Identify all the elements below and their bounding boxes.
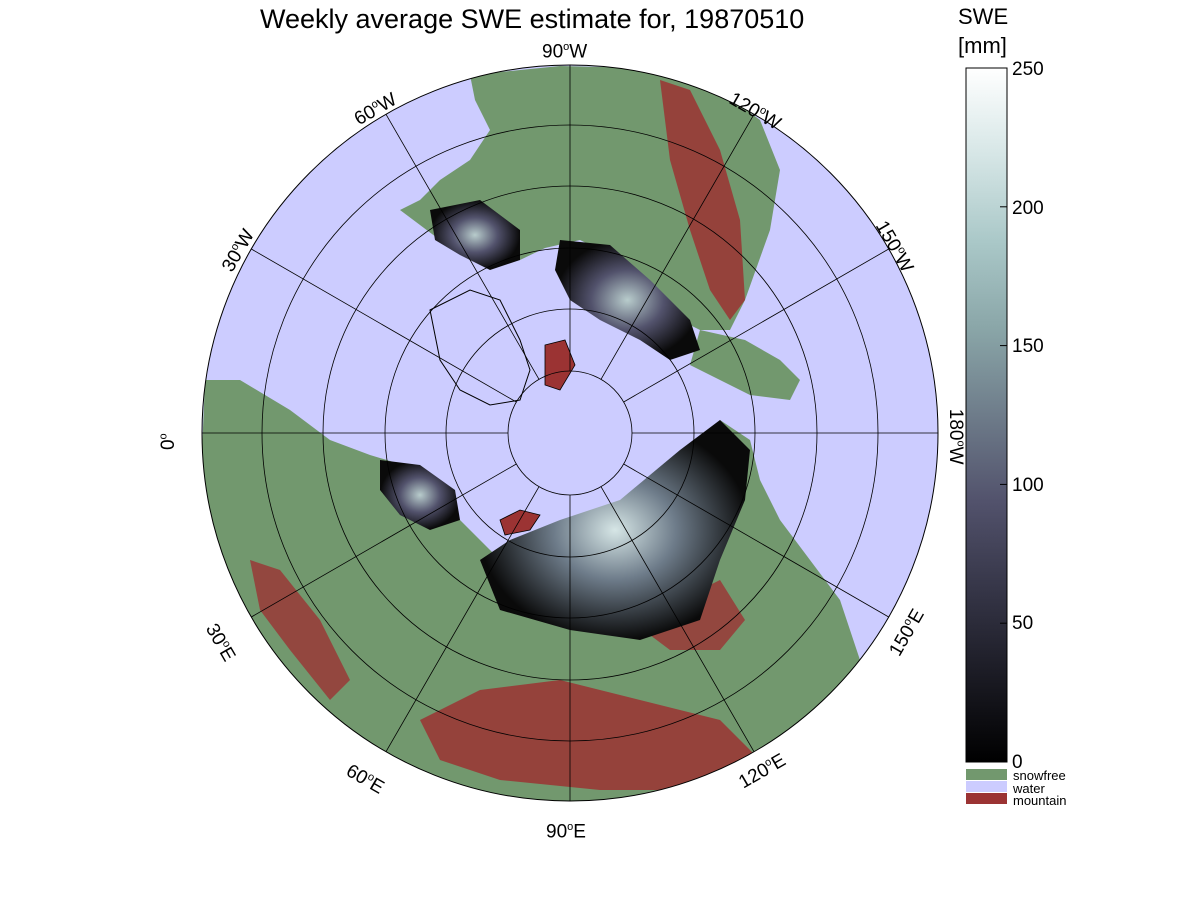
- mountain-central-asia: [420, 680, 760, 790]
- meridian-line: [251, 463, 517, 618]
- map-title: Weekly average SWE estimate for, 1987051…: [260, 4, 805, 34]
- meridian-line: [251, 248, 517, 403]
- meridian-line: [623, 248, 889, 403]
- colorbar-tick-150: 150: [1012, 336, 1044, 357]
- lon-label-0: 0o: [157, 433, 180, 451]
- colorbar: [965, 67, 1008, 804]
- colorbar-tick-250: 250: [1012, 59, 1044, 80]
- snow-scandinavia: [380, 460, 460, 530]
- colorbar-unit-label-mm: [mm]: [958, 33, 1007, 58]
- mountain-europe: [250, 560, 350, 700]
- graticule: [202, 65, 938, 801]
- meridian-line: [600, 114, 755, 380]
- colorbar-tick-0: 0: [1012, 752, 1023, 773]
- legend-label-water: water: [1013, 781, 1045, 796]
- snow-arctic-archipelago: [555, 240, 700, 360]
- colorbar-unit-label: SWE: [958, 4, 1009, 29]
- land-layer: [202, 66, 860, 801]
- meridian-line: [385, 114, 540, 380]
- colorbar-tick-50: 50: [1012, 613, 1034, 634]
- colorbar-ticks: [1000, 67, 1007, 763]
- colorbar-tick-200: 200: [1012, 198, 1044, 219]
- island-baffin: [544, 339, 576, 391]
- legend-swatch-mountain: [966, 793, 1007, 804]
- lon-label-90e: 90oE: [546, 821, 586, 843]
- colorbar-tick-100: 100: [1012, 475, 1044, 496]
- legend-label-mountain: mountain: [1013, 793, 1067, 808]
- snow-siberia: [480, 420, 750, 640]
- meridian-line: [623, 463, 889, 618]
- legend-swatch-snowfree: [966, 769, 1007, 780]
- lon-label-180w: 180oW: [945, 408, 967, 465]
- lon-label-90w: 90oW: [542, 41, 588, 63]
- legend-swatch-water: [966, 781, 1007, 792]
- snow-canada: [430, 200, 520, 270]
- map-frame: [201, 64, 939, 802]
- meridian-line: [385, 486, 540, 752]
- legend-label-snowfree: snowfree: [1013, 768, 1066, 783]
- island-novaya-zemlya: [499, 509, 541, 536]
- colorbar-gradient: [965, 67, 1008, 763]
- mountain-rockies: [660, 80, 745, 320]
- meridian-line: [600, 486, 755, 752]
